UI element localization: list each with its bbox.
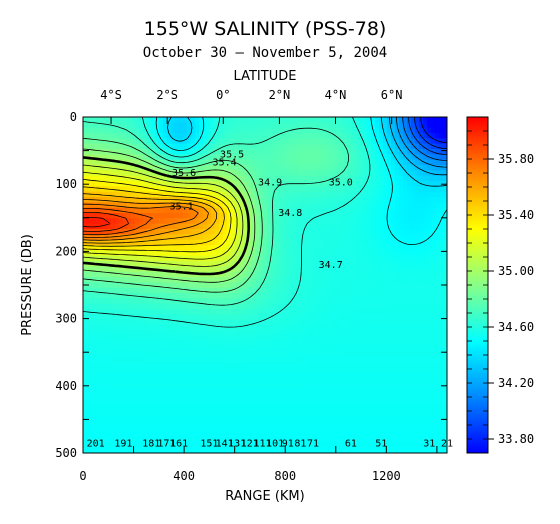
- contour-line: [389, 117, 447, 176]
- contour-line: [408, 117, 447, 155]
- colorbar-tick-label: 35.40: [498, 208, 534, 222]
- salinity-field: [83, 117, 447, 453]
- contour-label: 35.1: [170, 202, 194, 213]
- contour-line: [155, 117, 447, 245]
- contour-label: 34.8: [278, 208, 302, 219]
- x-tick-label: 0: [79, 469, 86, 483]
- contour-line: [83, 203, 199, 238]
- contour-line: [414, 117, 447, 150]
- y-tick-label: 400: [55, 379, 77, 393]
- contour-label: 201: [87, 438, 105, 449]
- contour-line: [83, 156, 250, 276]
- contour-label: 34.7: [319, 260, 343, 271]
- contour-line: [83, 179, 232, 253]
- contour-label: 61: [345, 438, 357, 449]
- latitude-tick-label: 4°S: [100, 88, 122, 102]
- y-tick-label: 300: [55, 312, 77, 326]
- contour-lines: [83, 117, 447, 328]
- x-axis-ticks: 0 400 800 1200: [79, 446, 438, 483]
- colorbar-ticks: 33.80 34.20 34.60 35.00 35.40 35.80: [467, 130, 534, 446]
- y-axis-ticks: 0 100 200 300 400 500: [55, 110, 447, 460]
- contour-label: 35.4: [213, 157, 237, 168]
- contour-label: 171: [157, 438, 175, 449]
- latitude-tick-label: 6°N: [381, 88, 403, 102]
- contour-line: [420, 117, 447, 143]
- contour-line: [402, 117, 447, 161]
- contour-label: 31: [423, 438, 435, 449]
- contour-label: 34.9: [258, 178, 282, 189]
- contour-label: 191: [114, 438, 132, 449]
- contour-line: [83, 171, 238, 260]
- latitude-tick-label: 2°N: [269, 88, 291, 102]
- y-tick-label: 100: [55, 177, 77, 191]
- x-tick-label: 400: [173, 469, 195, 483]
- contour-line: [167, 117, 447, 187]
- x-tick-label: 800: [274, 469, 296, 483]
- contour-label: 141: [216, 438, 234, 449]
- contour-line: [83, 121, 349, 306]
- contour-label: 151: [200, 438, 218, 449]
- latitude-tick-label: 4°N: [325, 88, 347, 102]
- contour-label: 35.0: [329, 178, 353, 189]
- contour-label: 121: [241, 438, 259, 449]
- chart-title: 155°W SALINITY (PSS-78): [144, 18, 387, 40]
- y-tick-label: 200: [55, 244, 77, 258]
- contour-label: 161: [170, 438, 188, 449]
- contour-label: 35.5: [220, 149, 244, 160]
- contour-label: 181: [142, 438, 160, 449]
- contour-label: 71: [307, 438, 319, 449]
- contour-line: [83, 199, 209, 241]
- contour-line: [83, 208, 153, 236]
- y-axis-label: PRESSURE (DB): [20, 234, 35, 336]
- colorbar-tick-label: 35.00: [498, 264, 534, 278]
- colorbar-tick-label: 34.60: [498, 320, 534, 334]
- colorbar-tick-label: 33.80: [498, 432, 534, 446]
- contour-line: [83, 117, 371, 328]
- y-tick-label: 0: [70, 110, 77, 124]
- contour-label: 35.6: [172, 168, 196, 179]
- contour-label: 101: [266, 438, 284, 449]
- contour-line: [396, 117, 447, 168]
- contour-label: 111: [253, 438, 271, 449]
- contour-line: [83, 186, 225, 247]
- colorbar-tick-label: 34.20: [498, 376, 534, 390]
- contour-line: [83, 193, 218, 244]
- latitude-tick-label: 0°: [216, 88, 230, 102]
- latitude-axis-label: LATITUDE: [234, 69, 297, 84]
- contour-line: [83, 212, 129, 232]
- chart-subtitle: October 30 – November 5, 2004: [143, 45, 387, 61]
- contour-label: 91: [282, 438, 294, 449]
- contour-label: 131: [228, 438, 246, 449]
- colorbar-tick-label: 35.80: [498, 152, 534, 166]
- contour-line: [83, 164, 244, 267]
- x-tick-label: 1200: [372, 469, 401, 483]
- x-axis-label: RANGE (KM): [225, 489, 304, 504]
- y-tick-label: 500: [55, 446, 77, 460]
- contour-label: 81: [294, 438, 306, 449]
- latitude-ticks: 4°S 2°S 0° 2°N 4°N 6°N: [100, 88, 402, 124]
- contour-label: 51: [375, 438, 387, 449]
- latitude-tick-label: 2°S: [156, 88, 178, 102]
